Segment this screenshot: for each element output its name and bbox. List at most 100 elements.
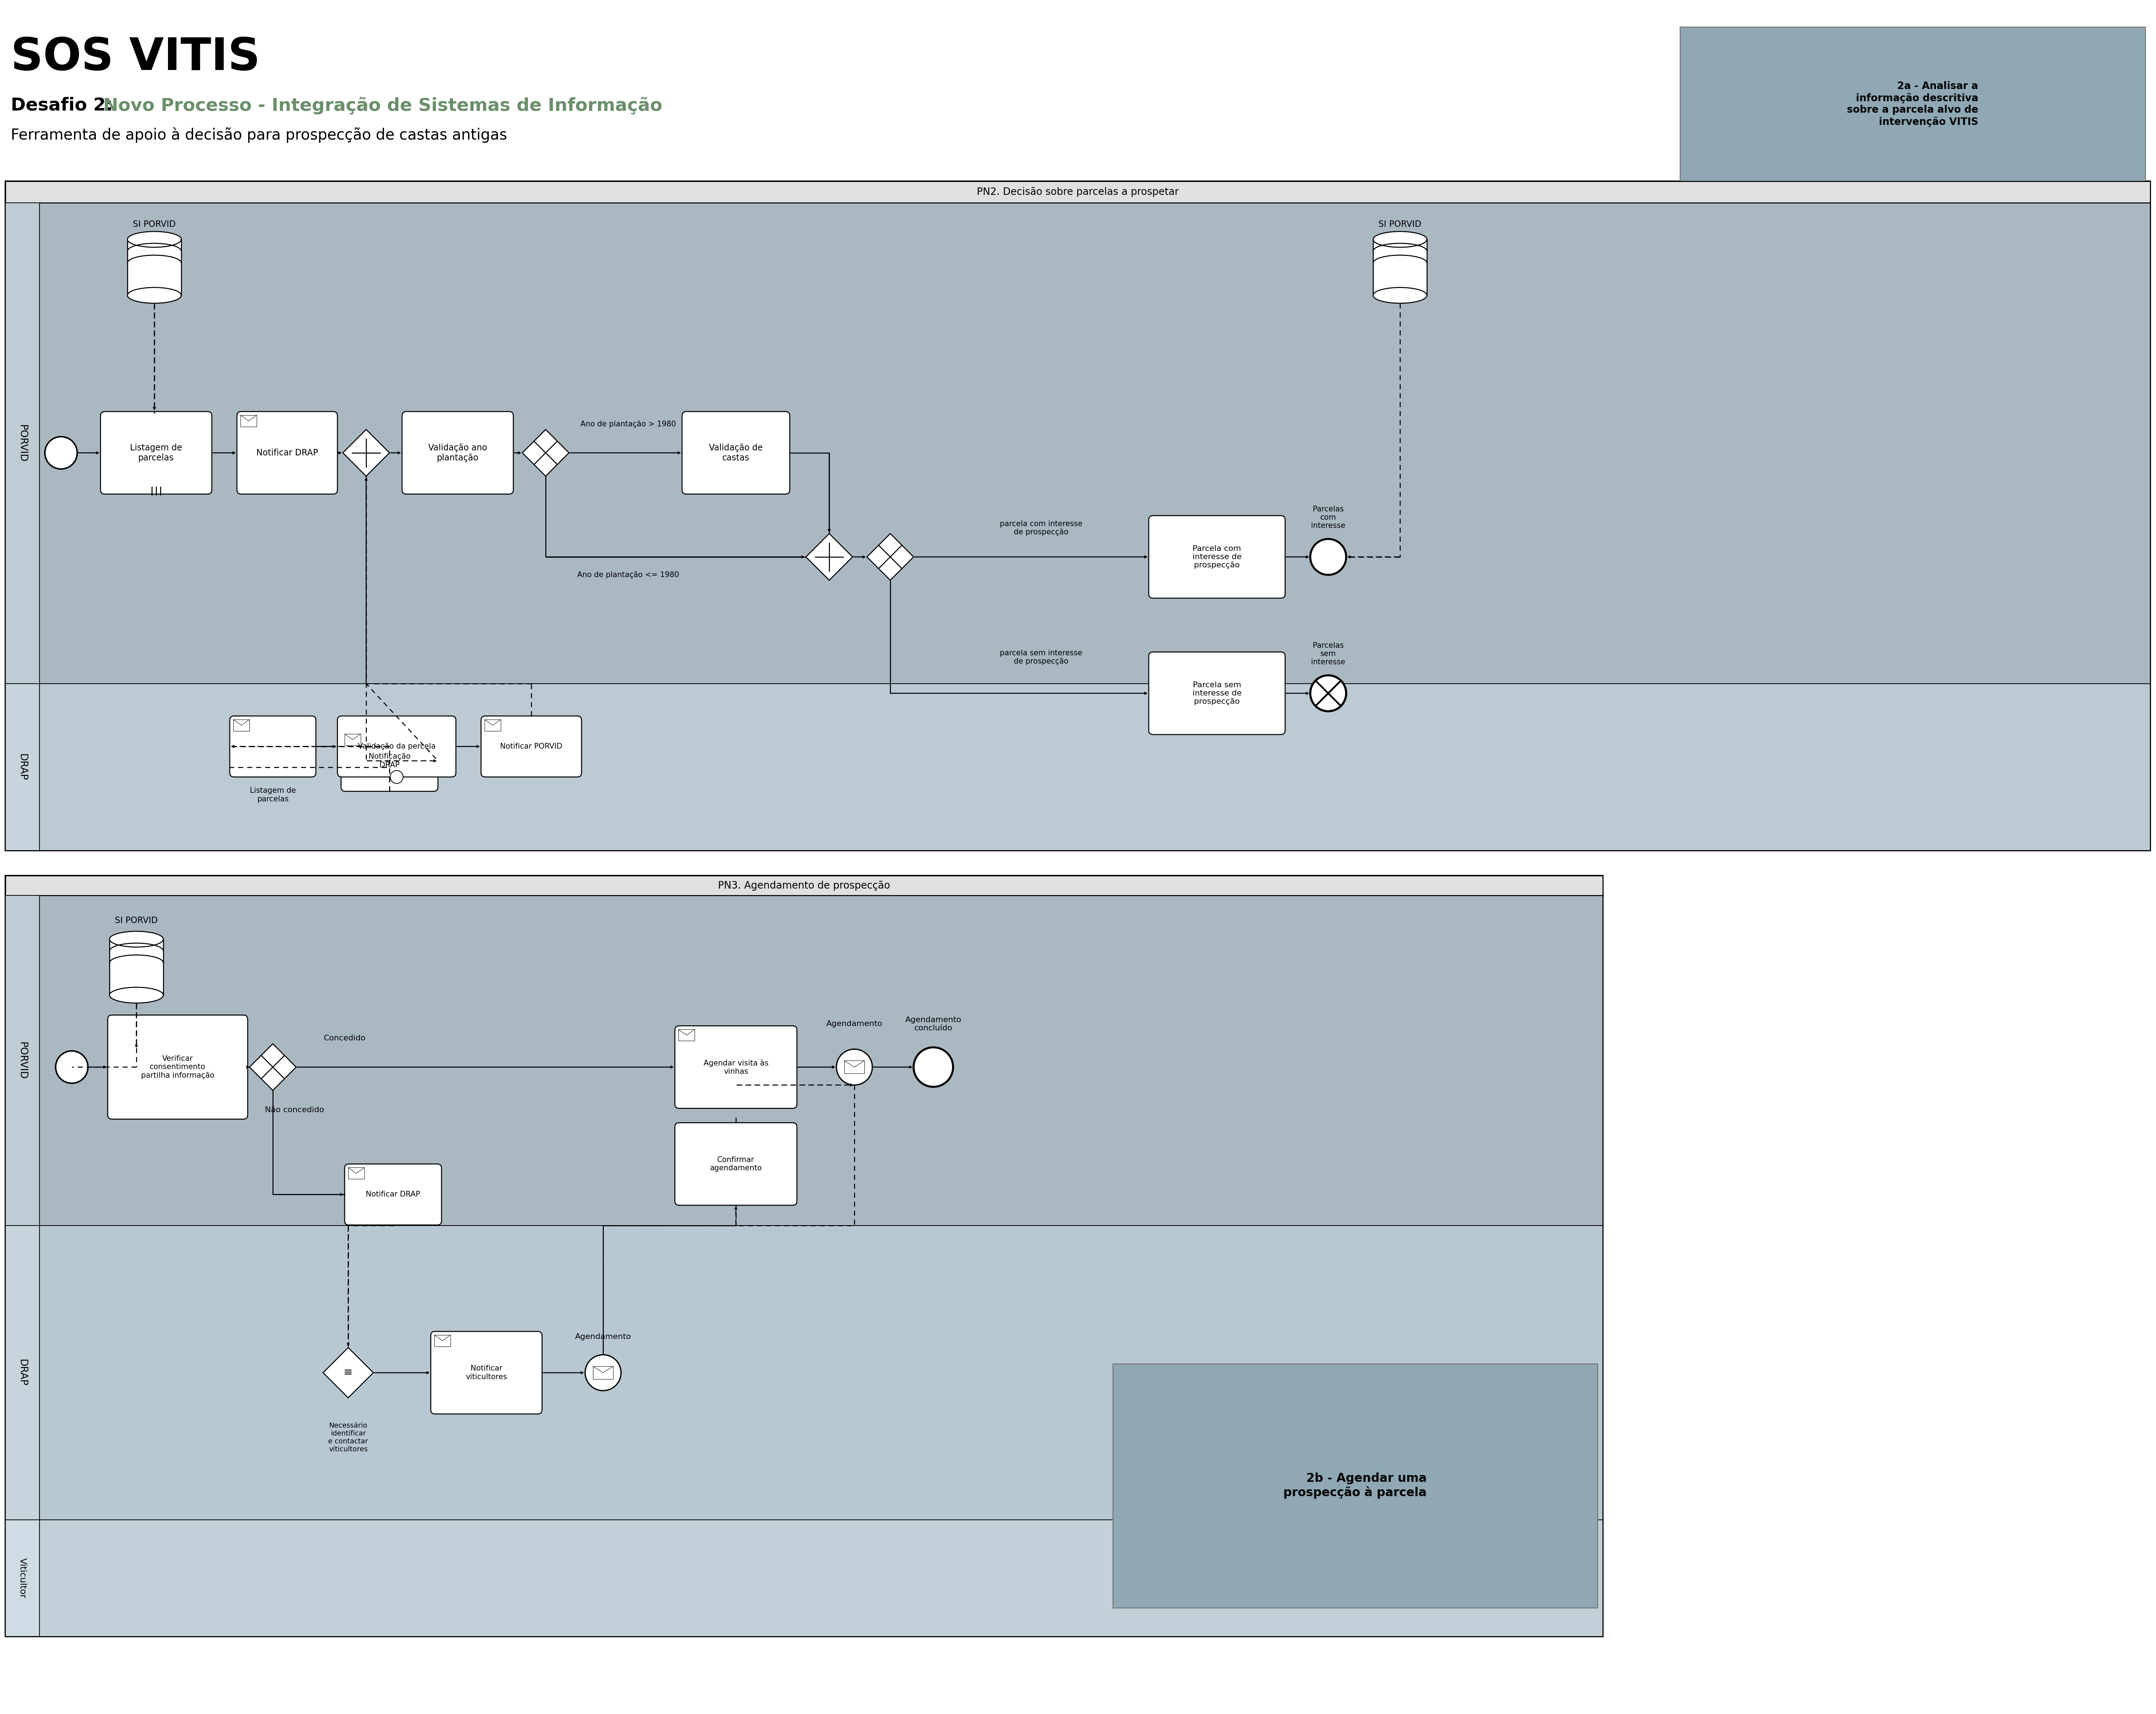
Text: PORVID: PORVID (17, 1042, 28, 1080)
Text: Concedido: Concedido (323, 1035, 367, 1042)
Text: Notificar DRAP: Notificar DRAP (257, 449, 319, 458)
Text: Notificar
viticultores: Notificar viticultores (466, 1364, 507, 1380)
Bar (4, 1520, 39, 1637)
Circle shape (45, 437, 78, 470)
Bar (679, 1030, 694, 1040)
Text: Validação de
castas: Validação de castas (709, 444, 763, 463)
Text: Listagem de
parcelas: Listagem de parcelas (250, 787, 295, 802)
Text: Notificar DRAP: Notificar DRAP (367, 1191, 420, 1198)
Bar (433, 1335, 451, 1347)
Text: Agendamento: Agendamento (826, 1020, 882, 1028)
Text: 2b - Agendar uma
prospecção à parcela: 2b - Agendar uma prospecção à parcela (1283, 1472, 1427, 1498)
Text: Desafio 2:: Desafio 2: (11, 98, 112, 115)
Circle shape (390, 771, 403, 783)
Bar (345, 734, 360, 746)
Polygon shape (867, 533, 914, 581)
Polygon shape (522, 430, 569, 476)
Text: Agendamento: Agendamento (576, 1333, 632, 1340)
Bar (4, 1226, 39, 1520)
Polygon shape (250, 1044, 295, 1090)
FancyBboxPatch shape (338, 716, 455, 776)
FancyBboxPatch shape (675, 1025, 798, 1109)
Text: Ano de plantação > 1980: Ano de plantação > 1980 (580, 420, 677, 428)
FancyBboxPatch shape (237, 411, 338, 494)
Bar (39, 202, 2150, 684)
Text: parcela sem interesse
de prospecção: parcela sem interesse de prospecção (1000, 650, 1082, 665)
FancyBboxPatch shape (401, 411, 513, 494)
Text: 2a - Analisar a
informação descritiva
sobre a parcela alvo de
intervenção VITIS: 2a - Analisar a informação descritiva so… (1848, 81, 1979, 127)
Text: Parcela sem
interesse de
prospecção: Parcela sem interesse de prospecção (1192, 682, 1242, 704)
Text: Viticultor: Viticultor (17, 1558, 26, 1599)
Text: Listagem de
parcelas: Listagem de parcelas (129, 444, 183, 463)
FancyBboxPatch shape (345, 1164, 442, 1226)
Text: SI PORVID: SI PORVID (134, 219, 177, 228)
Text: parcela com interesse
de prospecção: parcela com interesse de prospecção (1000, 521, 1082, 536)
Ellipse shape (127, 231, 181, 247)
FancyBboxPatch shape (231, 716, 317, 776)
Bar (4, 895, 39, 1226)
Bar (39, 895, 1602, 1226)
FancyBboxPatch shape (1149, 516, 1285, 598)
Circle shape (914, 1047, 953, 1087)
Text: SOS VITIS: SOS VITIS (11, 36, 261, 79)
Ellipse shape (127, 288, 181, 303)
Bar (4, 684, 39, 850)
Circle shape (1311, 675, 1345, 711)
Text: Novo Processo - Integração de Sistemas de Informação: Novo Processo - Integração de Sistemas d… (97, 98, 662, 115)
FancyBboxPatch shape (1149, 651, 1285, 735)
FancyBboxPatch shape (101, 411, 211, 494)
Bar (233, 720, 250, 732)
Text: DRAP: DRAP (17, 754, 28, 780)
Bar (241, 415, 257, 427)
Text: Parcelas
sem
interesse: Parcelas sem interesse (1311, 641, 1345, 665)
Circle shape (1311, 538, 1345, 574)
Text: ≡: ≡ (343, 1368, 354, 1378)
Bar (4, 182, 2150, 850)
FancyBboxPatch shape (341, 730, 438, 792)
Bar (127, 240, 181, 295)
FancyBboxPatch shape (481, 716, 582, 776)
Text: PN3. Agendamento de prospecção: PN3. Agendamento de prospecção (718, 881, 890, 891)
Text: DRAP: DRAP (17, 1359, 28, 1387)
Bar (110, 939, 164, 996)
Text: SI PORVID: SI PORVID (114, 917, 157, 926)
Circle shape (56, 1051, 88, 1083)
FancyBboxPatch shape (681, 411, 789, 494)
Bar (4, 876, 1602, 1637)
Circle shape (584, 1354, 621, 1390)
Text: Verificar
consentimento
partilha informação: Verificar consentimento partilha informa… (140, 1056, 213, 1080)
Text: PN2. Decisão sobre parcelas a prospetar: PN2. Decisão sobre parcelas a prospetar (977, 187, 1179, 197)
Bar (1373, 240, 1427, 295)
Text: Notificação
DRAP: Notificação DRAP (369, 752, 410, 768)
Ellipse shape (1373, 288, 1427, 303)
Text: Ano de plantação <= 1980: Ano de plantação <= 1980 (578, 571, 679, 578)
Bar (39, 1520, 1602, 1637)
Text: Parcela com
interesse de
prospecção: Parcela com interesse de prospecção (1192, 545, 1242, 569)
Text: Agendar visita às
vinhas: Agendar visita às vinhas (703, 1059, 768, 1075)
FancyBboxPatch shape (431, 1332, 541, 1414)
Ellipse shape (110, 931, 164, 948)
Circle shape (837, 1049, 873, 1085)
Bar (4, 202, 39, 684)
Bar (349, 1167, 364, 1179)
Bar (4, 182, 2150, 202)
Ellipse shape (110, 987, 164, 1003)
Bar (1112, 1364, 1598, 1608)
Bar (845, 1061, 865, 1073)
Text: Parcelas
com
interesse: Parcelas com interesse (1311, 506, 1345, 530)
Text: Confirmar
agendamento: Confirmar agendamento (709, 1157, 761, 1172)
Text: Validação ano
plantação: Validação ano plantação (429, 444, 487, 463)
Bar (1680, 27, 2145, 182)
Text: SI PORVID: SI PORVID (1378, 219, 1421, 228)
Text: Necessário
identificar
e contactar
viticultores: Necessário identificar e contactar vitic… (328, 1423, 369, 1452)
Text: Notificar PORVID: Notificar PORVID (500, 742, 563, 751)
Bar (39, 684, 2150, 850)
Polygon shape (343, 430, 390, 476)
FancyBboxPatch shape (675, 1123, 798, 1205)
Text: Agendamento
concluído: Agendamento concluído (906, 1016, 962, 1032)
Bar (485, 720, 500, 732)
Text: Ferramenta de apoio à decisão para prospecção de castas antigas: Ferramenta de apoio à decisão para prosp… (11, 127, 507, 142)
Polygon shape (806, 533, 852, 581)
Bar (39, 1226, 1602, 1520)
Bar (4, 876, 1602, 895)
